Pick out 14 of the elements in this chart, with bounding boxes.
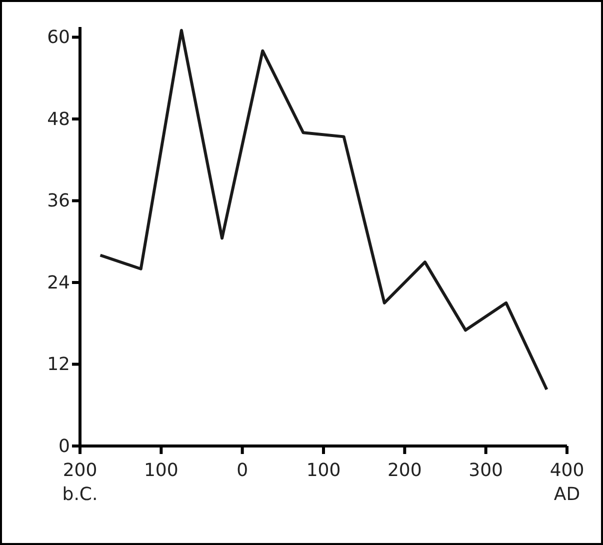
y-tick-label: 24 (47, 272, 70, 294)
x-tick-label: 400 AD (550, 460, 584, 505)
line-series (98, 28, 548, 391)
x-tick-label: 200 (387, 460, 422, 481)
x-tick-label: 0 (236, 460, 248, 481)
x-tick-label: 100 (144, 460, 178, 481)
y-tick-label: 0 (58, 436, 70, 457)
y-tick-label: 60 (47, 27, 70, 48)
y-tick-label: 36 (47, 190, 70, 212)
x-tick-label: 300 (468, 460, 504, 481)
y-tick-label: 12 (47, 354, 70, 376)
x-tick-label: 200 b.C. (62, 460, 98, 505)
y-tick-label: 48 (47, 108, 70, 130)
x-tick-label: 100 (306, 460, 341, 481)
